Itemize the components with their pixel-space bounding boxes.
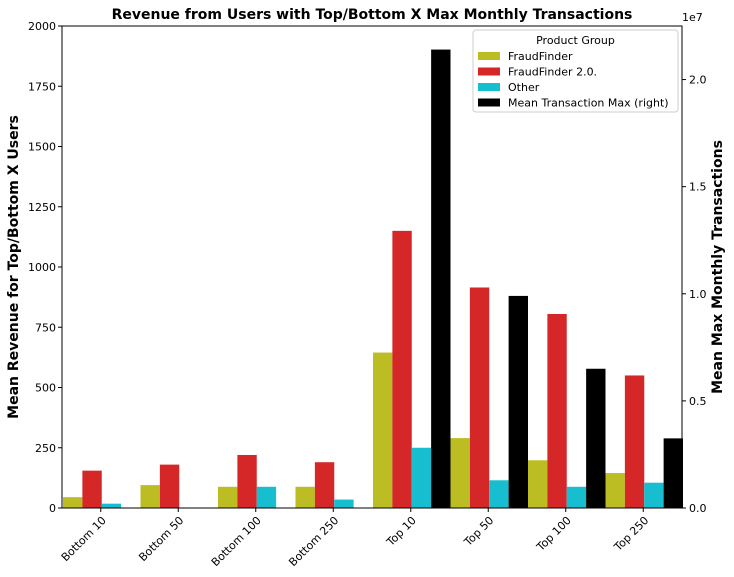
x-tick-label: Bottom 10 bbox=[59, 514, 109, 564]
x-tick-label: Top 50 bbox=[461, 514, 496, 549]
bar-fraudfinder-2-0--5 bbox=[469, 287, 490, 508]
legend: Product Group FraudFinder FraudFinder 2.0.… bbox=[472, 29, 679, 113]
legend-label: FraudFinder bbox=[508, 50, 573, 63]
bar-other-3 bbox=[334, 499, 354, 508]
legend-label: Other bbox=[508, 81, 540, 94]
bar-fraudfinder-1 bbox=[140, 485, 160, 508]
y-tick-label: 250 bbox=[35, 442, 56, 455]
bar-other-7 bbox=[644, 482, 664, 508]
bar-other-2 bbox=[256, 486, 277, 508]
bar-fraudfinder-3 bbox=[295, 486, 315, 508]
y2-tick-label: 0.5 bbox=[689, 395, 707, 408]
legend-box bbox=[472, 29, 679, 113]
y-tick-label: 500 bbox=[35, 382, 56, 395]
bar-transaction-max-4 bbox=[431, 49, 451, 508]
y2-tick-label: 1.5 bbox=[689, 181, 707, 194]
y-tick-label: 0 bbox=[49, 502, 56, 515]
x-tick-label: Bottom 250 bbox=[286, 514, 341, 569]
bar-fraudfinder-2-0--0 bbox=[82, 470, 102, 508]
y-tick-label: 2000 bbox=[28, 20, 56, 33]
bars-layer bbox=[63, 49, 683, 508]
bar-fraudfinder-2-0--4 bbox=[392, 230, 412, 508]
y2-tick-label: 2.0 bbox=[689, 74, 707, 87]
bar-fraudfinder-2-0--2 bbox=[237, 454, 257, 508]
legend-swatch bbox=[478, 83, 500, 91]
legend-label: Mean Transaction Max (right) bbox=[508, 97, 669, 110]
y2-tick-label: 1.0 bbox=[689, 288, 707, 301]
bar-fraudfinder-2 bbox=[218, 486, 238, 508]
y-tick-label: 1250 bbox=[28, 201, 56, 214]
bar-fraudfinder-6 bbox=[528, 460, 548, 508]
legend-swatch bbox=[478, 52, 500, 60]
y2-axis-exponent: 1e7 bbox=[682, 11, 703, 24]
y2-tick-label: 0.0 bbox=[689, 502, 707, 515]
legend-swatch bbox=[478, 67, 500, 76]
bar-fraudfinder-2-0--1 bbox=[159, 464, 180, 508]
bar-fraudfinder-0 bbox=[63, 497, 83, 508]
bar-transaction-max-6 bbox=[586, 368, 606, 508]
x-tick-label: Top 250 bbox=[611, 514, 651, 554]
bar-fraudfinder-2-0--7 bbox=[624, 375, 645, 508]
x-tick-label: Top 10 bbox=[383, 514, 418, 549]
legend-label: FraudFinder 2.0. bbox=[508, 66, 597, 79]
bar-fraudfinder-2-0--6 bbox=[547, 313, 567, 508]
bar-fraudfinder-5 bbox=[450, 438, 470, 508]
bar-fraudfinder-2-0--3 bbox=[314, 462, 335, 508]
legend-title: Product Group bbox=[536, 34, 615, 47]
bar-fraudfinder-7 bbox=[605, 473, 625, 508]
x-tick-label: Bottom 50 bbox=[136, 514, 186, 564]
y-tick-label: 1750 bbox=[28, 80, 56, 93]
y-tick-label: 750 bbox=[35, 321, 56, 334]
chart-title: Revenue from Users with Top/Bottom X Max… bbox=[112, 7, 633, 23]
y-tick-label: 1000 bbox=[28, 261, 56, 274]
x-tick-label: Bottom 100 bbox=[209, 514, 264, 569]
bar-fraudfinder-4 bbox=[373, 352, 393, 508]
bar-transaction-max-5 bbox=[508, 295, 528, 508]
bar-other-6 bbox=[566, 486, 587, 508]
bar-transaction-max-7 bbox=[663, 438, 683, 508]
bar-other-5 bbox=[489, 480, 509, 508]
y2-axis-label: Mean Max Monthly Transactions bbox=[710, 140, 726, 394]
legend-swatch bbox=[478, 98, 500, 107]
x-tick-label: Top 100 bbox=[534, 514, 574, 554]
bar-other-4 bbox=[411, 447, 432, 508]
bar-other-0 bbox=[101, 503, 122, 508]
y-tick-label: 1500 bbox=[28, 141, 56, 154]
y-axis-label: Mean Revenue for Top/Bottom X Users bbox=[6, 115, 22, 419]
